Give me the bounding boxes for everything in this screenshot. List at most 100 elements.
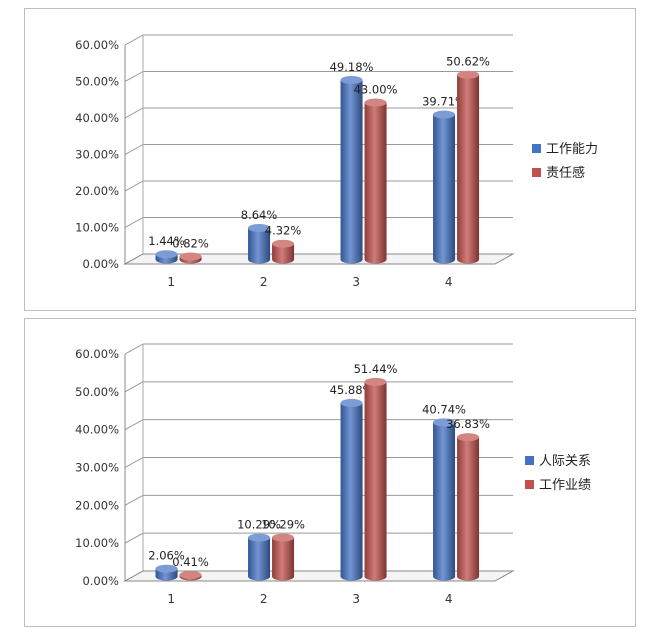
- x-tick-label: 4: [445, 592, 453, 606]
- y-tick-label: 50.00%: [75, 385, 119, 399]
- gridline-depth: [124, 343, 144, 355]
- data-label: 36.83%: [446, 417, 490, 431]
- legend-swatch: [525, 456, 534, 465]
- data-label: 39.71%: [422, 95, 466, 109]
- bar-top: [155, 250, 178, 259]
- bar: [340, 75, 363, 264]
- bar-top: [248, 533, 271, 542]
- chart-floor: [123, 570, 515, 582]
- data-label: 43.00%: [354, 83, 398, 97]
- y-tick-label: 20.00%: [75, 184, 119, 198]
- bar: [457, 70, 480, 264]
- bar: [272, 239, 295, 264]
- gridline-depth: [124, 144, 144, 155]
- x-tick-label: 1: [167, 592, 175, 606]
- bar-top: [457, 70, 480, 79]
- chart-floor: [123, 253, 515, 265]
- data-label: 0.82%: [172, 237, 209, 251]
- bar: [457, 433, 480, 581]
- bar-body: [272, 243, 295, 264]
- bar-top: [340, 398, 363, 407]
- bar-body: [248, 537, 271, 581]
- data-label: 50.62%: [446, 55, 490, 69]
- bar-body: [272, 537, 295, 581]
- data-label: 49.18%: [330, 60, 374, 74]
- data-label: 4.32%: [265, 224, 302, 238]
- y-tick-label: 20.00%: [75, 498, 119, 512]
- x-tick-label: 3: [352, 275, 360, 289]
- data-label: 40.74%: [422, 402, 466, 416]
- bar: [179, 570, 202, 581]
- x-tick-label: 1: [167, 275, 175, 289]
- legend-swatch: [532, 168, 541, 177]
- bar: [433, 418, 456, 581]
- bar: [433, 110, 456, 264]
- gridline-depth: [124, 217, 144, 228]
- chart-2: 0.00% 10.00% 20.00% 30.00% 40.00% 50.00% 60.00…: [75, 343, 591, 606]
- data-label: 10.29%: [237, 518, 281, 532]
- gridline-depth: [124, 532, 144, 544]
- bar-top: [272, 239, 295, 248]
- y-tick-label: 60.00%: [75, 347, 119, 361]
- y-tick-label: 30.00%: [75, 148, 119, 162]
- bar-top: [155, 564, 178, 573]
- data-label: 10.29%: [261, 518, 305, 532]
- bar: [179, 252, 202, 264]
- data-label: 0.41%: [172, 555, 209, 569]
- bar: [364, 98, 387, 264]
- y-tick-label: 40.00%: [75, 111, 119, 125]
- bar-body: [433, 422, 456, 581]
- bar-body: [364, 381, 387, 581]
- bar-top: [272, 533, 295, 542]
- bar-body: [340, 402, 363, 581]
- bar: [155, 250, 178, 264]
- x-tick-label: 2: [260, 592, 268, 606]
- bar: [272, 533, 295, 581]
- bar-top: [340, 75, 363, 84]
- legend-swatch: [525, 480, 534, 489]
- x-tick-label: 2: [260, 275, 268, 289]
- legend-label: 工作业绩: [539, 478, 591, 493]
- gridline-depth: [124, 34, 144, 46]
- chart-panel-1: 0.00% 10.00% 20.00% 30.00% 40.00% 50.00% 60.00…: [24, 8, 636, 311]
- bar-top: [433, 418, 456, 427]
- bar-body: [248, 227, 271, 264]
- bar-body: [457, 437, 480, 581]
- y-tick-label: 60.00%: [75, 38, 119, 52]
- y-tick-label: 30.00%: [75, 461, 119, 475]
- data-label: 8.64%: [241, 208, 278, 222]
- bar-top: [248, 223, 271, 232]
- legend-label: 人际关系: [539, 454, 591, 469]
- x-tick-label: 4: [445, 275, 453, 289]
- data-label: 1.44%: [148, 234, 185, 248]
- y-tick-label: 0.00%: [82, 257, 119, 271]
- chart-panel-2: 0.00% 10.00% 20.00% 30.00% 40.00% 50.00% 60.00…: [24, 318, 636, 627]
- bar: [364, 377, 387, 581]
- y-tick-label: 50.00%: [75, 75, 119, 89]
- bar-body: [433, 114, 456, 264]
- bar-body: [340, 79, 363, 264]
- gridline-depth: [124, 71, 144, 82]
- y-tick-label: 10.00%: [75, 221, 119, 235]
- x-tick-label: 3: [352, 592, 360, 606]
- gridline-depth: [124, 419, 144, 431]
- bar-body: [457, 74, 480, 264]
- chart-1: 0.00% 10.00% 20.00% 30.00% 40.00% 50.00% 60.00…: [75, 34, 598, 289]
- bar: [248, 533, 271, 581]
- legend-label: 责任感: [546, 165, 585, 181]
- bar: [340, 398, 363, 581]
- gridline-depth: [124, 494, 144, 506]
- data-label: 51.44%: [354, 362, 398, 376]
- bar-body: [364, 102, 387, 264]
- data-label: 45.88%: [330, 383, 374, 397]
- bar-top: [364, 98, 387, 107]
- bar-top: [364, 377, 387, 386]
- gridline-depth: [124, 457, 144, 468]
- y-tick-label: 40.00%: [75, 423, 119, 437]
- legend-label: 工作能力: [546, 142, 598, 157]
- bar-top: [457, 433, 480, 442]
- gridline-depth: [124, 180, 144, 192]
- bar-top: [433, 110, 456, 119]
- bar: [248, 223, 271, 264]
- y-tick-label: 0.00%: [82, 574, 119, 588]
